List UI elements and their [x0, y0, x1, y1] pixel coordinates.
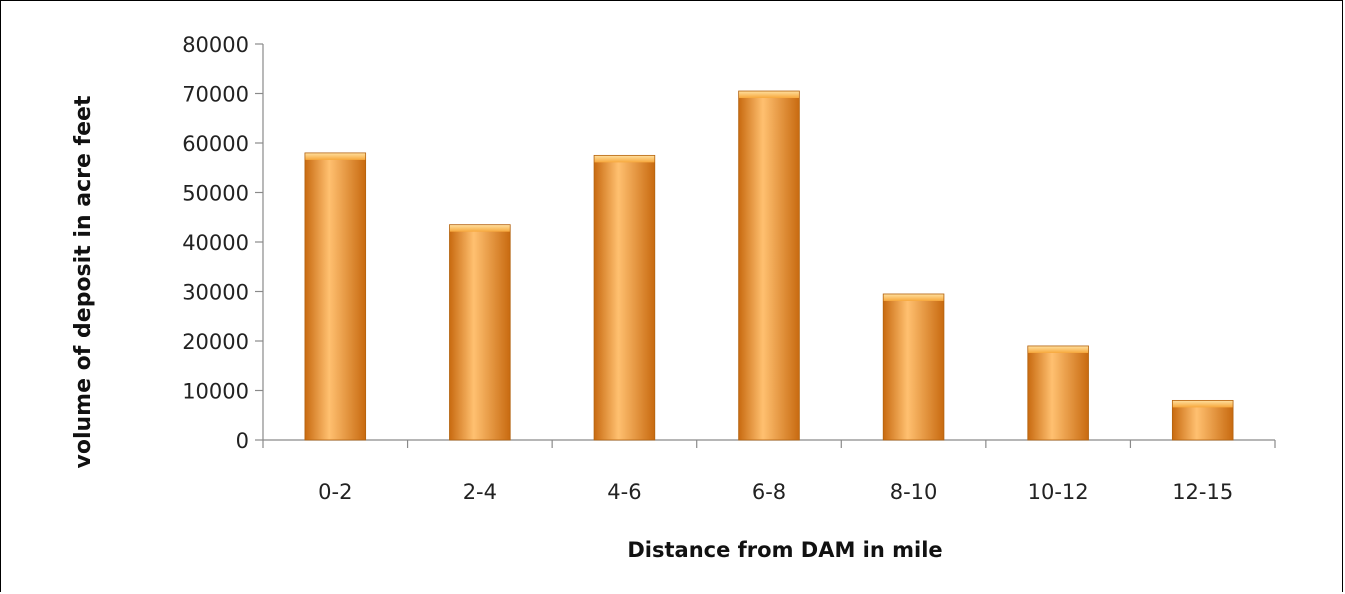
bar-cap: [449, 224, 511, 232]
bar-body: [594, 155, 655, 440]
bar: [1171, 399, 1234, 441]
bar-body: [304, 152, 366, 440]
x-axis: 0-2 2-4 4-6 6-8 8-10 10-12 12-15: [262, 439, 1276, 504]
y-axis: 0 10000 20000 30000 40000 50000 60000 70000 8000…: [182, 33, 264, 453]
y-tick-label: 0: [236, 429, 249, 453]
bar: [882, 293, 945, 441]
y-tick-label: 70000: [182, 83, 249, 107]
x-tick-label: 12-15: [1172, 480, 1233, 504]
bar-outline: [738, 90, 800, 441]
bar-body: [1027, 345, 1089, 440]
y-axis-title: volume of deposit in acre feet: [71, 95, 96, 468]
bar-cap: [594, 155, 655, 163]
bar-cap: [883, 293, 944, 301]
bar-body: [738, 91, 800, 441]
bar: [738, 90, 800, 441]
x-tick-label: 10-12: [1028, 480, 1089, 504]
y-tick-label: 60000: [182, 132, 249, 156]
bar-outline: [1171, 399, 1234, 441]
x-tick-label: 8-10: [890, 480, 938, 504]
bar-cap: [1027, 345, 1089, 353]
bar: [1027, 345, 1089, 441]
bars: [304, 90, 1234, 441]
bar-outline: [593, 154, 656, 441]
bar-body: [449, 224, 511, 440]
y-tick-label: 20000: [182, 330, 249, 354]
bar-outline: [449, 224, 511, 441]
bar: [304, 152, 367, 441]
bar-outline: [882, 293, 945, 441]
bar-outline: [304, 152, 367, 441]
y-tick-label: 10000: [182, 380, 249, 404]
bar-cap: [1172, 400, 1234, 408]
bar: [449, 224, 511, 441]
x-tick-label: 2-4: [463, 480, 497, 504]
bar: [593, 154, 656, 441]
y-tick-label: 40000: [182, 231, 249, 255]
x-axis-title: Distance from DAM in mile: [627, 538, 942, 562]
x-tick-label: 0-2: [318, 480, 352, 504]
x-tick-label: 6-8: [752, 480, 786, 504]
bar-cap: [304, 152, 366, 160]
bar-body: [883, 293, 944, 440]
bar-outline: [1027, 345, 1089, 441]
x-tick-label: 4-6: [607, 480, 641, 504]
y-tick-label: 50000: [182, 182, 249, 206]
bar-cap: [738, 91, 800, 99]
y-tick-label: 30000: [182, 281, 249, 305]
y-tick-label: 80000: [182, 33, 249, 57]
